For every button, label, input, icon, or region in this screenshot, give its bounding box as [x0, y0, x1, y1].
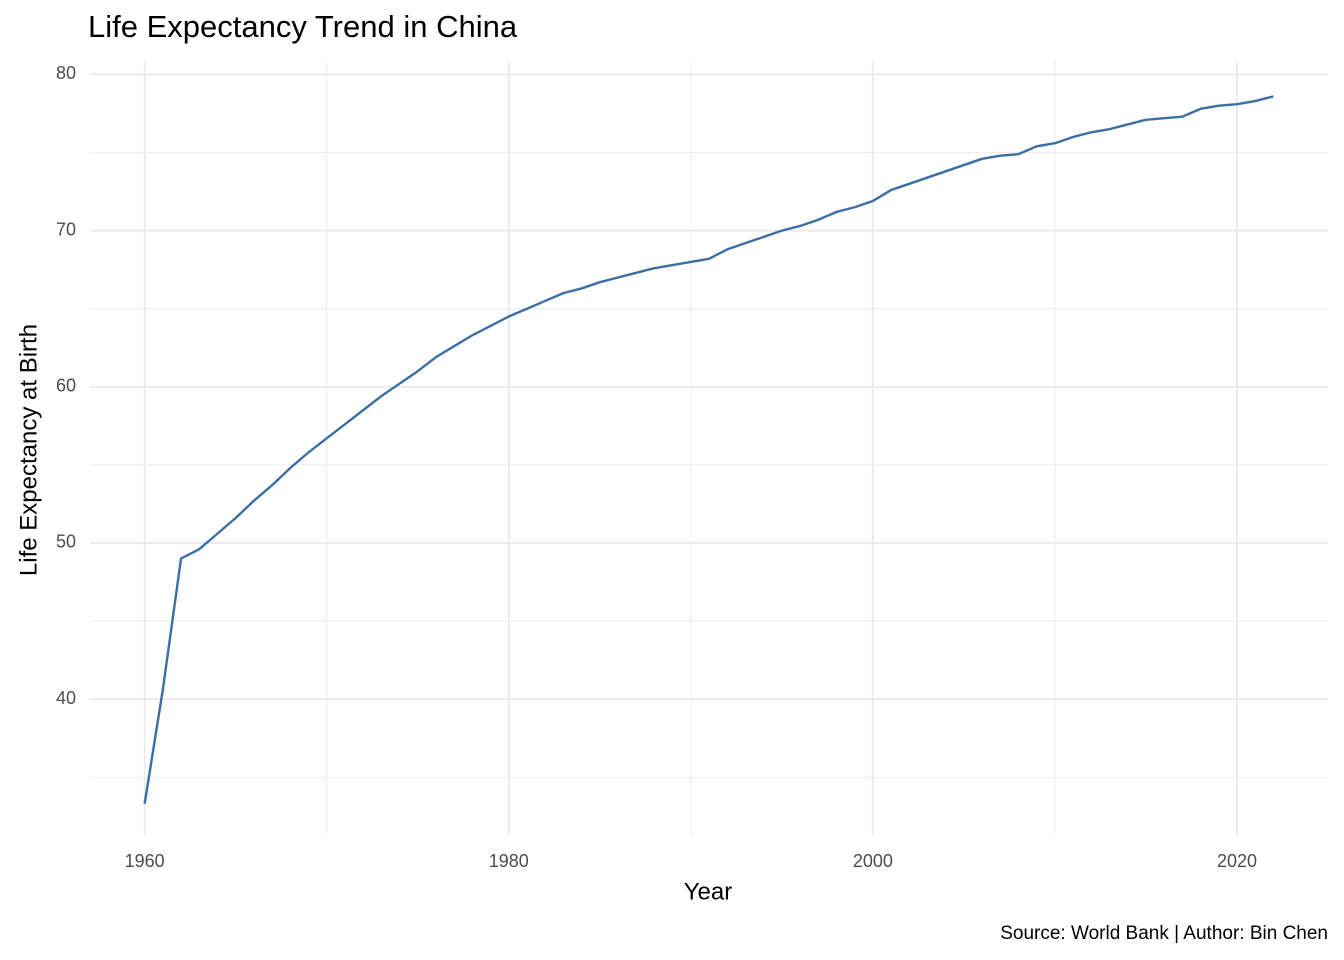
y-tick-label: 60 [56, 376, 76, 396]
x-tick-label: 1980 [489, 851, 529, 871]
data-line [143, 95, 1274, 804]
x-axis-label: Year [684, 878, 733, 905]
y-tick-label: 50 [56, 532, 76, 552]
y-axis-label: Life Expectancy at Birth [15, 324, 42, 576]
y-tick-label: 80 [56, 63, 76, 83]
x-tick-label: 1960 [125, 851, 165, 871]
y-tick-label: 40 [56, 688, 76, 708]
x-tick-label: 2020 [1217, 851, 1257, 871]
y-tick-label: 70 [56, 219, 76, 239]
x-tick-label: 2000 [853, 851, 893, 871]
chart-title: Life Expectancy Trend in China [88, 9, 518, 44]
caption: Source: World Bank | Author: Bin Chen [1000, 923, 1328, 944]
